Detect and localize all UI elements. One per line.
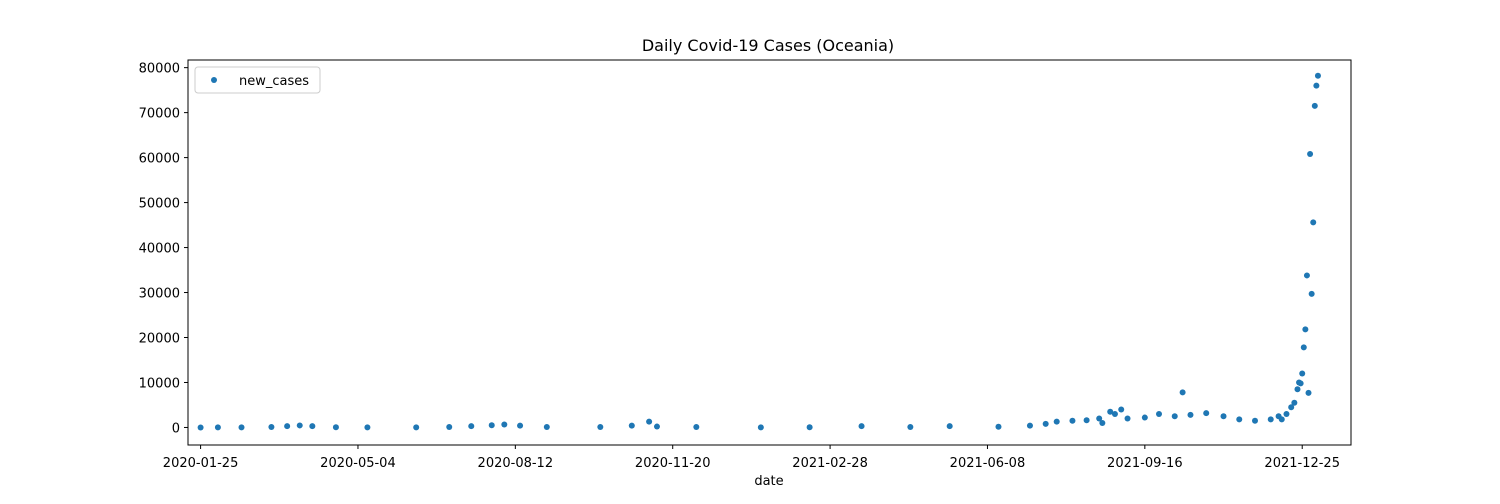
chart-title: Daily Covid-19 Cases (Oceania) [642, 36, 894, 55]
data-point [1294, 386, 1301, 393]
data-point [646, 418, 653, 425]
legend: new_cases [194, 66, 321, 94]
data-point [1300, 344, 1307, 351]
y-tick-label: 70000 [139, 107, 180, 122]
data-point [1299, 370, 1306, 377]
data-point [1099, 419, 1106, 426]
data-point [284, 423, 291, 430]
y-tick-label: 80000 [139, 62, 180, 77]
y-tick-label: 60000 [139, 152, 180, 167]
data-point [468, 423, 475, 430]
y-tick-label: 50000 [139, 197, 180, 212]
data-point [995, 423, 1002, 430]
data-point [517, 422, 524, 429]
data-point [268, 424, 275, 431]
data-point [1026, 422, 1033, 429]
data-point [1288, 404, 1295, 411]
data-point [1305, 389, 1312, 396]
data-point [1096, 415, 1103, 422]
data-point [1042, 420, 1049, 427]
data-point [1236, 416, 1243, 423]
data-point [757, 424, 764, 431]
data-point [309, 423, 316, 430]
data-point [296, 422, 303, 429]
x-tick-label: 2020-05-04 [320, 456, 396, 471]
data-point [858, 423, 865, 430]
x-tick-label: 2021-12-25 [1264, 456, 1340, 471]
x-tick-label: 2021-02-28 [792, 456, 868, 471]
data-point [946, 423, 953, 430]
data-point [1107, 408, 1114, 415]
data-point [1303, 272, 1310, 279]
x-axis-label: date [754, 474, 783, 489]
data-points [197, 72, 1321, 431]
data-point [1118, 406, 1125, 413]
data-point [806, 424, 813, 431]
data-point [1187, 411, 1194, 418]
data-point [1314, 72, 1321, 79]
data-point [446, 424, 453, 431]
data-point [1179, 389, 1186, 396]
data-point [1083, 417, 1090, 424]
y-tick-label: 20000 [139, 332, 180, 347]
data-point [1069, 417, 1076, 424]
data-point [1252, 417, 1258, 424]
data-point [1203, 410, 1210, 417]
data-point [1053, 418, 1060, 425]
data-point [1156, 410, 1162, 417]
data-point [693, 424, 700, 431]
data-point [628, 422, 635, 429]
data-point [238, 424, 245, 431]
x-axis: 2020-01-25 2020-05-04 2020-08-12 2020-11-20… [163, 445, 1340, 471]
y-tick-label: 10000 [139, 376, 180, 391]
data-point [907, 424, 914, 431]
data-point [653, 423, 660, 430]
data-point [1297, 380, 1304, 387]
legend-marker [211, 77, 217, 83]
plot-area [187, 59, 1352, 446]
data-point [1220, 413, 1227, 420]
data-point [543, 424, 550, 431]
data-point [197, 424, 204, 431]
data-point [1308, 290, 1315, 297]
data-point [1124, 415, 1131, 422]
y-tick-label: 0 [172, 421, 180, 436]
legend-label: new_cases [239, 74, 309, 89]
data-point [364, 424, 371, 431]
x-tick-label: 2020-08-12 [478, 456, 554, 471]
data-point [1111, 410, 1118, 417]
data-point [1313, 82, 1320, 89]
x-tick-label: 2021-06-08 [950, 456, 1026, 471]
data-point [501, 421, 508, 428]
data-point [1283, 410, 1290, 417]
y-axis: 0 10000 20000 30000 40000 50000 60000 70000 8000… [139, 62, 188, 436]
data-point [1141, 414, 1148, 421]
x-tick-label: 2020-11-20 [635, 456, 711, 471]
data-point [413, 424, 420, 431]
data-point [1278, 416, 1285, 423]
data-point [1311, 102, 1318, 109]
y-tick-label: 40000 [139, 242, 180, 257]
x-tick-label: 2021-09-16 [1107, 456, 1183, 471]
data-point [488, 422, 495, 429]
y-tick-label: 30000 [139, 287, 180, 302]
data-point [1310, 219, 1317, 226]
data-point [1267, 416, 1274, 423]
data-point [1302, 326, 1309, 333]
legend-box [194, 66, 321, 94]
data-point [332, 424, 339, 431]
x-tick-label: 2020-01-25 [163, 456, 239, 471]
data-point [214, 424, 221, 431]
data-point [1291, 399, 1298, 406]
data-point [1307, 151, 1314, 157]
data-point [1171, 413, 1178, 420]
data-point [597, 424, 604, 431]
